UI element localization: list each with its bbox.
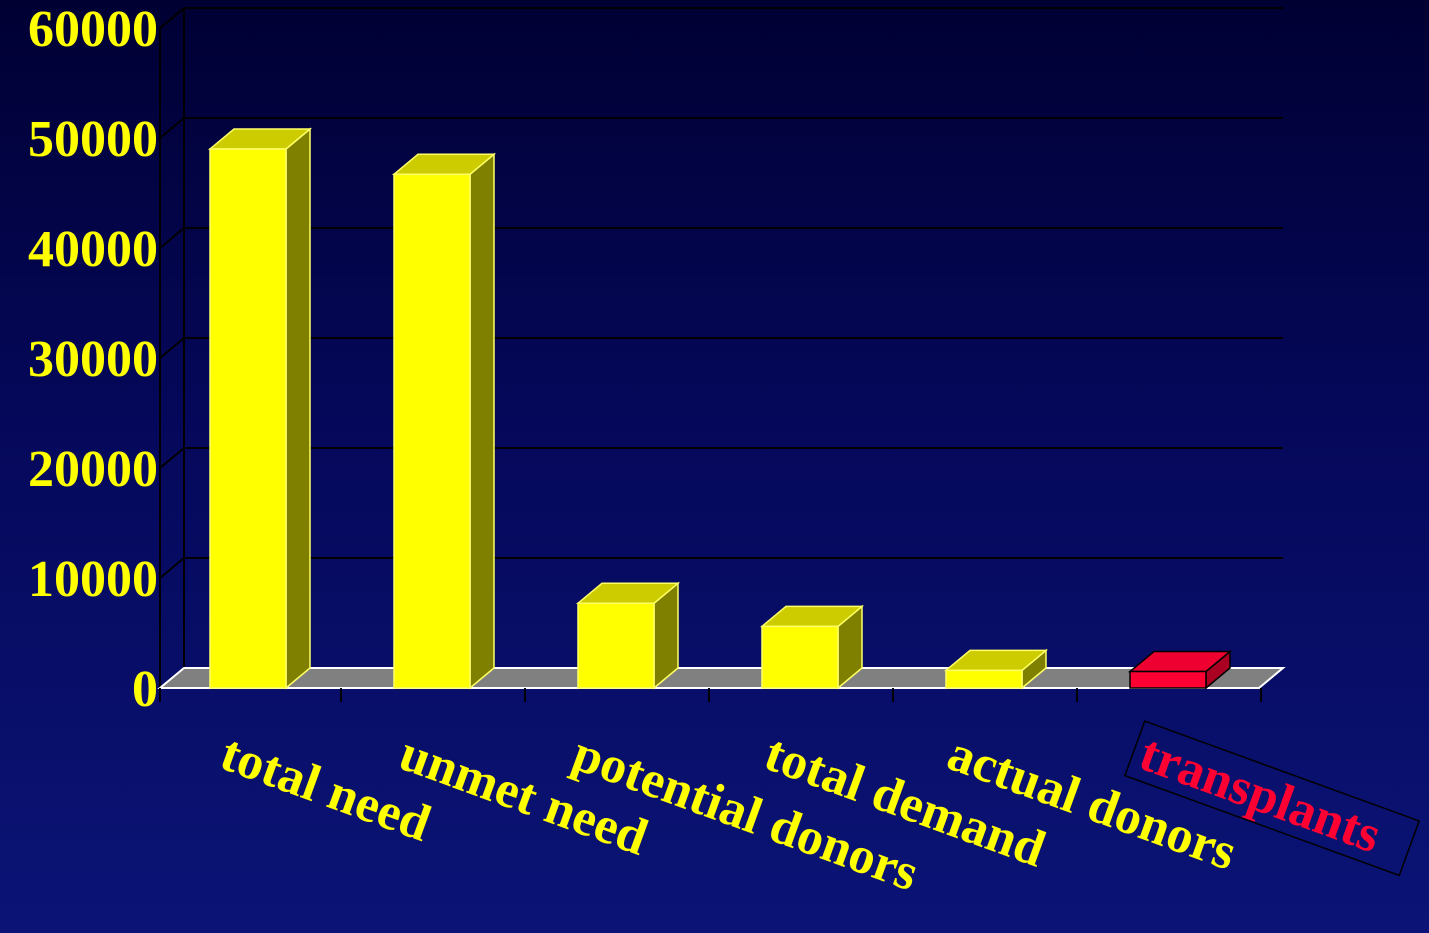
y-axis-tick-labels: 60000 50000 40000 30000 20000 10000 0 xyxy=(28,1,158,718)
y-tick-label: 40000 xyxy=(28,221,158,278)
y-tick-label: 50000 xyxy=(28,111,158,168)
bar-side-face xyxy=(469,152,495,690)
bar-front-face xyxy=(577,602,655,689)
bar-front-face xyxy=(761,625,839,689)
gridline-wall-edge xyxy=(159,557,185,579)
y-tick-label: 30000 xyxy=(28,331,158,388)
gridlines xyxy=(159,7,1283,688)
bar-transplants xyxy=(1127,649,1233,690)
chart-floor xyxy=(157,667,1286,702)
y-tick-label: 20000 xyxy=(28,441,158,498)
gridline-wall-edge xyxy=(159,447,185,469)
y-tick-label: 0 xyxy=(132,661,158,718)
bar-side-face xyxy=(285,127,311,690)
floor-plane xyxy=(157,667,1286,689)
gridline-wall-edge xyxy=(159,7,185,29)
bar-front-face xyxy=(209,148,287,689)
gridline-wall-edge xyxy=(159,117,185,139)
y-tick-label: 60000 xyxy=(28,1,158,58)
bar-front-face xyxy=(1129,670,1207,689)
highlight-label-box xyxy=(1123,720,1421,877)
bar-total-need xyxy=(207,127,313,690)
bars xyxy=(207,127,1233,690)
bar-potential-donors xyxy=(575,581,681,690)
bar-unmet-need xyxy=(391,152,497,690)
bar-front-face xyxy=(393,173,471,689)
gridline-wall-edge xyxy=(159,227,185,249)
gridline-wall-edge xyxy=(159,337,185,359)
bar-actual-donors xyxy=(943,648,1049,690)
bar-total-demand xyxy=(759,604,865,690)
bar-front-face xyxy=(945,669,1023,689)
y-tick-label: 10000 xyxy=(28,551,158,608)
